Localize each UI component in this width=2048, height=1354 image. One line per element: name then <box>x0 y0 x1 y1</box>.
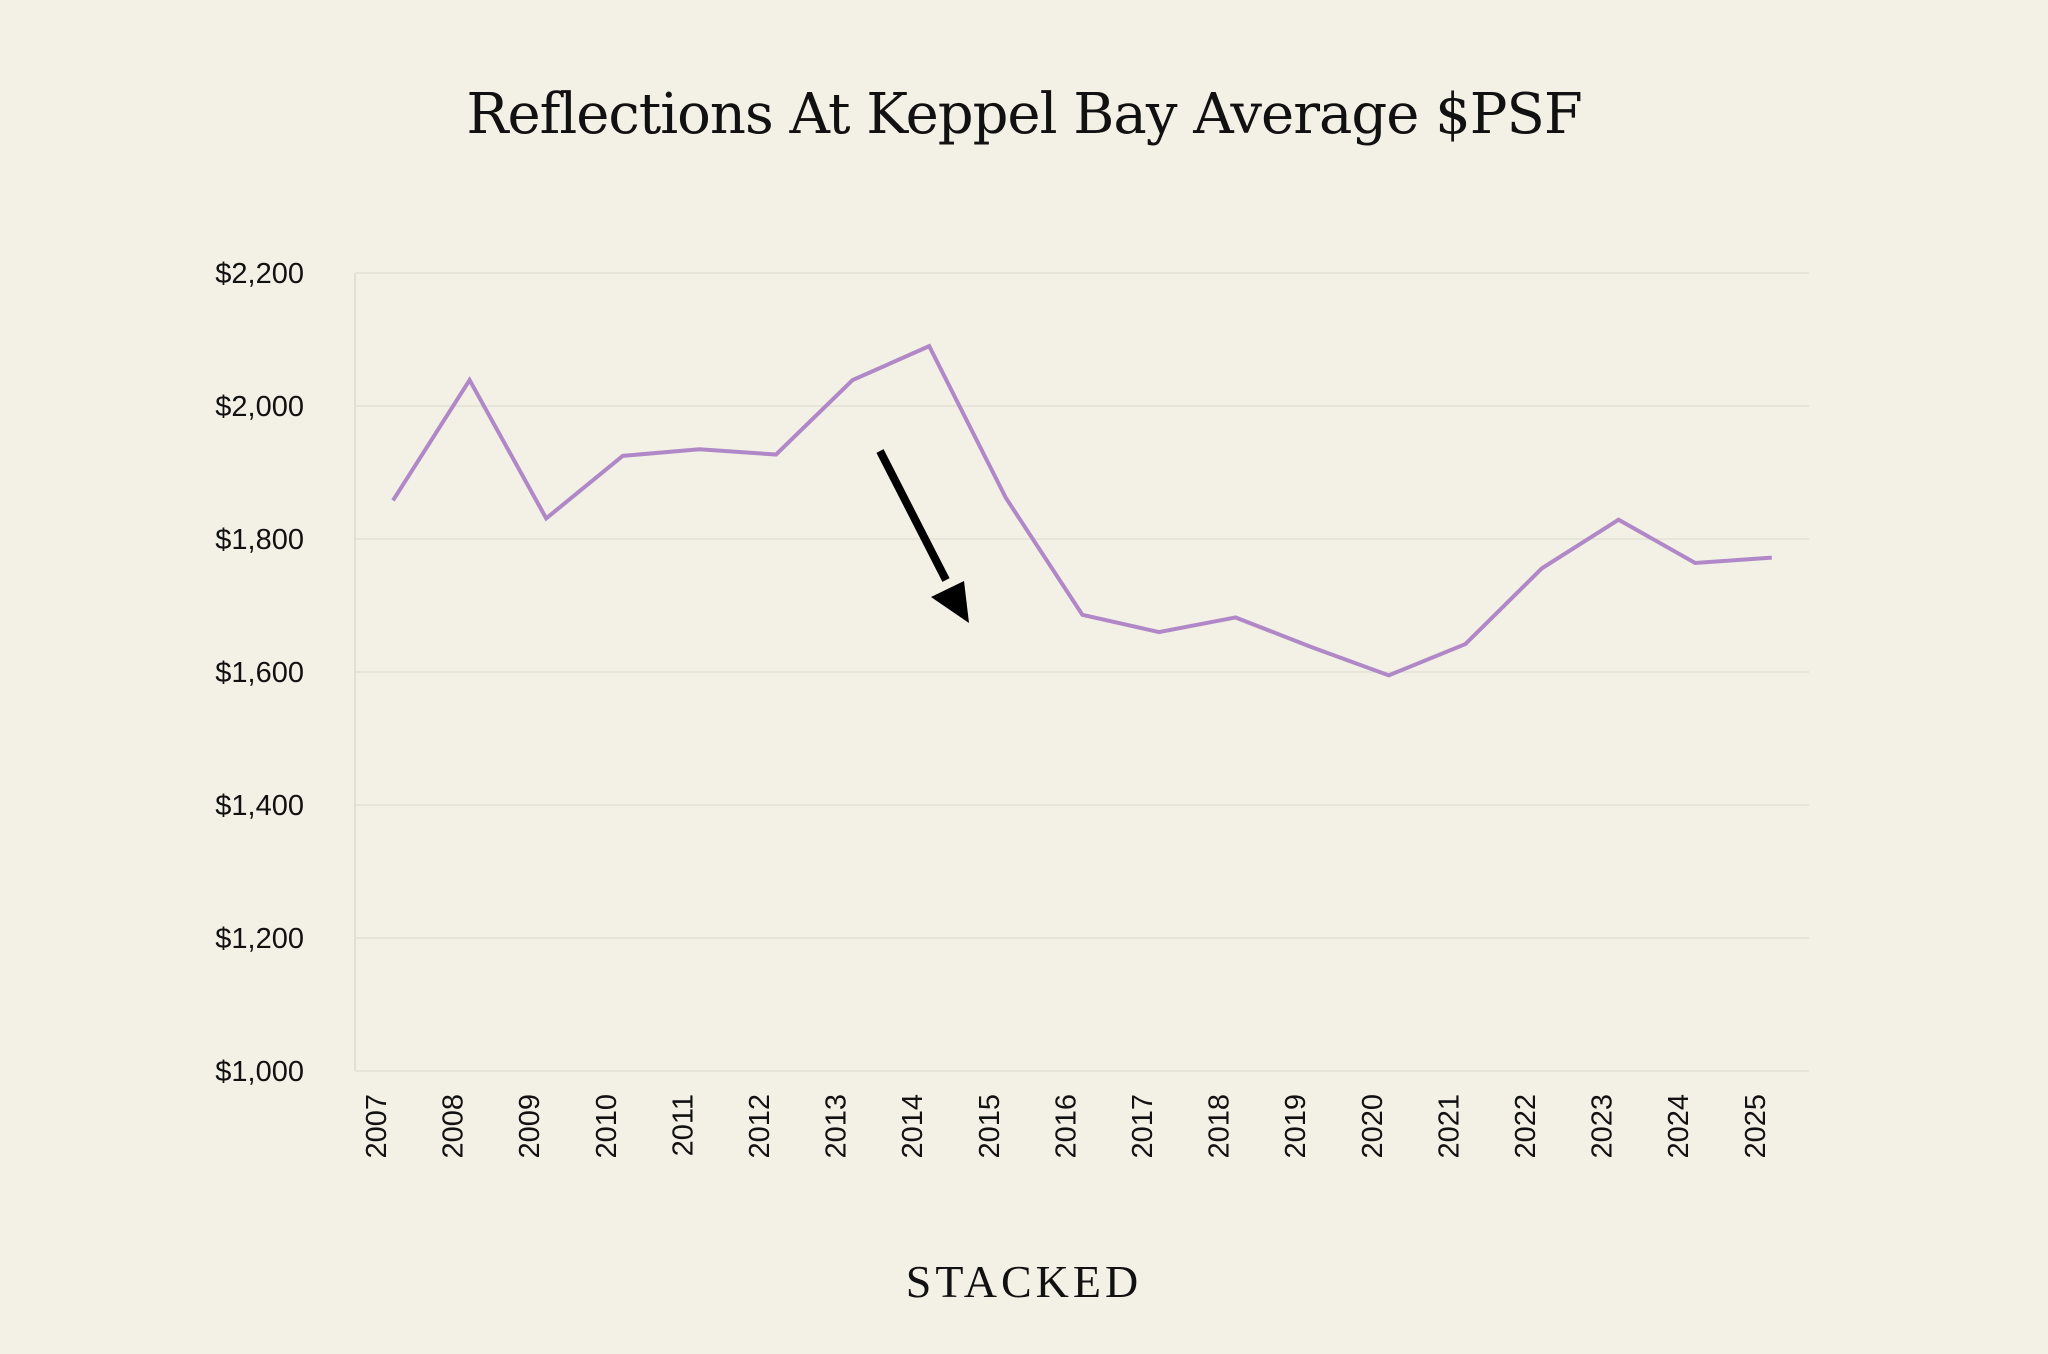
x-tick-label: 2024 <box>1663 1094 1695 1159</box>
x-tick-label: 2012 <box>744 1094 776 1159</box>
brand-logo: STACKED <box>905 1256 1143 1307</box>
annotation-arrow-head <box>931 581 969 623</box>
y-tick-label: $1,400 <box>215 790 304 822</box>
x-tick-label: 2010 <box>591 1094 623 1159</box>
x-tick-label: 2015 <box>974 1094 1006 1159</box>
y-tick-label: $2,200 <box>215 258 304 290</box>
y-tick-label: $1,800 <box>215 524 304 556</box>
x-tick-label: 2017 <box>1127 1094 1159 1159</box>
chart-title: Reflections At Keppel Bay Average $PSF <box>466 82 1582 147</box>
x-tick-label: 2011 <box>667 1094 699 1156</box>
annotation-arrow-shaft <box>876 449 950 582</box>
x-tick-label: 2021 <box>1433 1094 1465 1159</box>
x-tick-label: 2018 <box>1204 1094 1236 1159</box>
y-tick-label: $1,000 <box>215 1056 304 1088</box>
y-tick-label: $1,200 <box>215 923 304 955</box>
x-tick-label: 2022 <box>1510 1094 1542 1159</box>
x-tick-label: 2025 <box>1740 1094 1772 1159</box>
series-line <box>391 343 1772 678</box>
x-tick-label: 2023 <box>1587 1094 1619 1159</box>
x-tick-label: 2014 <box>897 1094 929 1159</box>
y-tick-label: $1,600 <box>215 657 304 689</box>
x-tick-label: 2020 <box>1357 1094 1389 1159</box>
x-tick-label: 2008 <box>438 1094 470 1159</box>
x-tick-label: 2013 <box>821 1094 853 1159</box>
x-tick-label: 2009 <box>514 1094 546 1159</box>
x-tick-label: 2019 <box>1280 1094 1312 1159</box>
x-tick-label: 2016 <box>1050 1094 1082 1159</box>
y-tick-label: $2,000 <box>215 391 304 423</box>
x-tick-label: 2007 <box>361 1094 393 1159</box>
